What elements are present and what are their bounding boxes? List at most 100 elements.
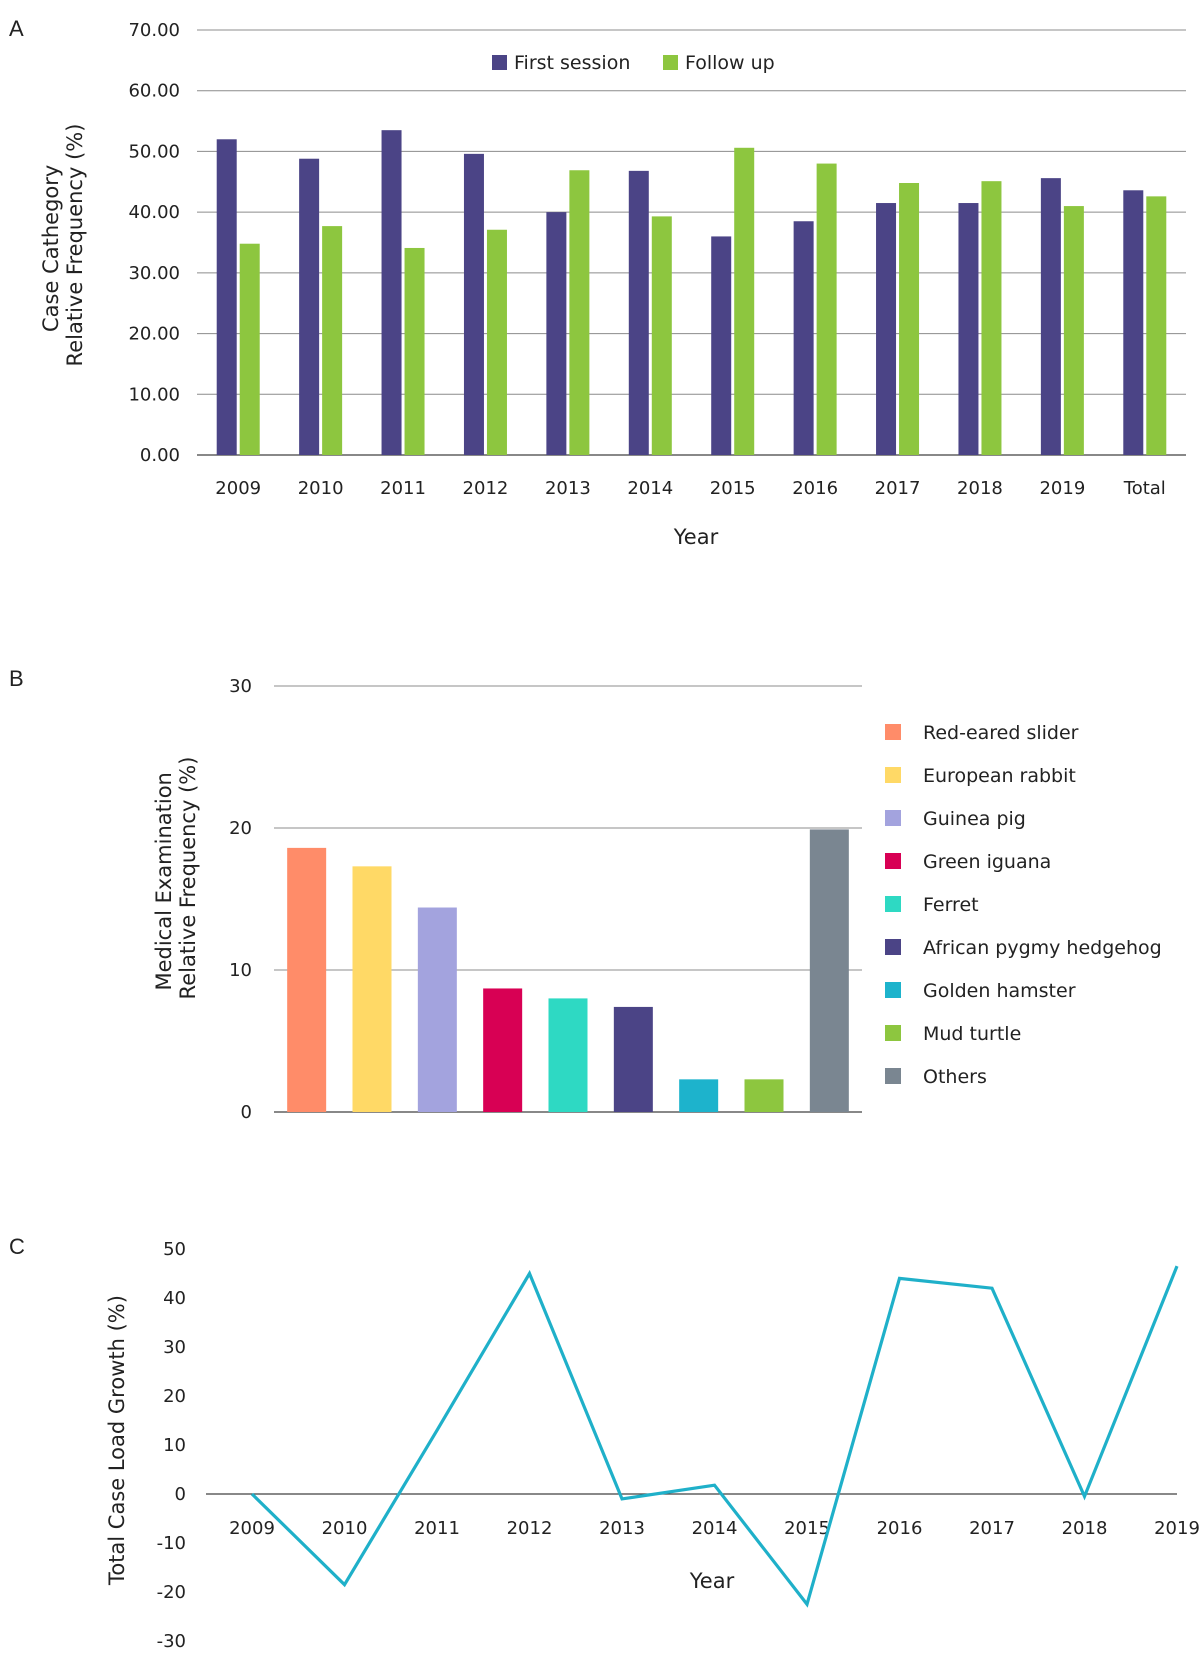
panel-b-bar xyxy=(809,829,849,1112)
panel-a-bar xyxy=(793,221,814,455)
panel-a-bar xyxy=(486,229,507,455)
panel-c-y-tick-label: 20 xyxy=(163,1386,186,1407)
panel-a-bar xyxy=(1040,178,1061,455)
panel-a-bar xyxy=(816,163,837,456)
panel-b-bar xyxy=(613,1006,653,1112)
panel-c-y-tick-label: -30 xyxy=(157,1631,186,1652)
panel-c-y-tick-label: -20 xyxy=(157,1582,186,1603)
panel-a-legend-swatch xyxy=(663,55,678,70)
panel-b-legend-swatch xyxy=(885,1068,901,1084)
panel-c-y-tick-label: 30 xyxy=(163,1337,186,1358)
panel-c-x-tick-label: 2014 xyxy=(692,1518,738,1539)
panel-b-legend-swatch xyxy=(885,853,901,869)
panel-a-y-tick-label: 30.00 xyxy=(128,263,180,284)
panel-b-bar xyxy=(744,1079,784,1112)
panel-a-bar xyxy=(876,203,897,455)
panel-a-x-tick-label: 2016 xyxy=(792,478,838,499)
panel-a-y-tick-label: 70.00 xyxy=(128,20,180,41)
panel-b-legend-label: Green iguana xyxy=(923,851,1051,873)
panel-a-bar xyxy=(322,226,343,455)
panel-a-bar xyxy=(381,130,402,455)
panel-a-x-tick-label: Total xyxy=(1123,478,1166,499)
panel-a-y-axis-title: Case Cathegory Relative Frequency (%) xyxy=(39,124,87,367)
panel-c-x-tick-label: 2018 xyxy=(1062,1518,1108,1539)
panel-a-bar xyxy=(569,170,590,455)
panel-a-bar xyxy=(299,158,320,455)
panel-b-legend-label: Guinea pig xyxy=(923,808,1026,830)
panel-c-y-axis-title: Total Case Load Growth (%) xyxy=(105,1295,129,1586)
panel-a-bar xyxy=(899,183,920,455)
panel-a-bar xyxy=(546,212,567,455)
panel-a: A 0.00 10.00 20.00 30.00 40.00 50.00 60.00 70.0… xyxy=(9,16,1186,549)
panel-c-x-tick-label: 2013 xyxy=(599,1518,645,1539)
panel-a-x-tick-label: 2009 xyxy=(215,478,261,499)
panel-b-bar xyxy=(352,866,392,1112)
panel-b-legend-label: African pygmy hedgehog xyxy=(923,937,1162,959)
panel-a-bar xyxy=(404,247,425,455)
panel-a-bar xyxy=(628,170,649,455)
panel-a-y-tick-label: 0.00 xyxy=(140,445,180,466)
panel-b-legend-swatch xyxy=(885,810,901,826)
panel-c-series-line xyxy=(250,1265,1179,1608)
panel-b-legend-label: European rabbit xyxy=(923,765,1076,787)
panel-b-bar xyxy=(417,907,457,1112)
panel-b-legend-swatch xyxy=(885,982,901,998)
panel-c-x-tick-label: 2009 xyxy=(229,1518,275,1539)
panel-c-x-tick-label: 2015 xyxy=(784,1518,830,1539)
panel-a-legend-label: Follow up xyxy=(685,52,775,74)
panel-b-y-tick-label: 10 xyxy=(229,960,252,981)
panel-a-letter: A xyxy=(9,16,24,41)
panel-a-bar xyxy=(1146,196,1167,455)
panel-b-legend-label: Mud turtle xyxy=(923,1023,1021,1045)
panel-a-x-tick-label: 2017 xyxy=(875,478,921,499)
panel-c-letter: C xyxy=(9,1234,25,1259)
panel-a-bar xyxy=(216,139,237,456)
panel-c-y-tick-label: 10 xyxy=(163,1435,186,1456)
panel-b: B 0 10 20 30 Red-eared slider European rabbi… xyxy=(9,666,1162,1123)
panel-b-legend-swatch xyxy=(885,1025,901,1041)
panel-a-bar xyxy=(711,236,732,455)
panel-b-bar xyxy=(679,1079,719,1112)
panel-a-y-tick-label: 10.00 xyxy=(128,384,180,405)
panel-a-y-tick-label: 50.00 xyxy=(128,141,180,162)
panel-b-legend-swatch xyxy=(885,939,901,955)
panel-a-bar xyxy=(1123,190,1144,456)
panel-b-y-tick-label: 0 xyxy=(241,1102,252,1123)
panel-a-bar xyxy=(239,243,260,455)
panel-a-bar xyxy=(463,153,484,455)
panel-c: C -30 -20 -10 0 10 20 30 40 50 2009 2010 2011 2012 2… xyxy=(9,1234,1200,1652)
panel-b-y-tick-label: 30 xyxy=(229,676,252,697)
panel-a-x-tick-label: 2015 xyxy=(710,478,756,499)
panel-a-y-tick-label: 40.00 xyxy=(128,202,180,223)
panel-c-y-tick-label: 0 xyxy=(175,1484,186,1505)
panel-a-x-axis-title: Year xyxy=(673,525,719,549)
panel-a-legend-label: First session xyxy=(514,52,630,74)
panel-b-bar xyxy=(483,988,523,1112)
panel-c-x-axis-title: Year xyxy=(689,1569,735,1593)
panel-a-x-tick-label: 2014 xyxy=(627,478,673,499)
panel-c-x-tick-label: 2019 xyxy=(1154,1518,1200,1539)
panel-c-x-tick-label: 2016 xyxy=(877,1518,923,1539)
panel-b-letter: B xyxy=(9,666,24,691)
panel-a-y-tick-label: 20.00 xyxy=(128,324,180,345)
panel-c-y-tick-label: -10 xyxy=(157,1533,186,1554)
panel-a-x-tick-label: 2018 xyxy=(957,478,1003,499)
panel-b-legend-label: Golden hamster xyxy=(923,980,1076,1002)
panel-a-x-tick-label: 2011 xyxy=(380,478,426,499)
panel-b-legend-label: Others xyxy=(923,1066,987,1088)
panel-b-legend-swatch xyxy=(885,724,901,740)
panel-a-x-tick-label: 2013 xyxy=(545,478,591,499)
panel-b-legend-label: Red-eared slider xyxy=(923,722,1079,744)
panel-a-x-tick-label: 2012 xyxy=(463,478,509,499)
panel-b-legend-swatch xyxy=(885,896,901,912)
panel-a-x-tick-label: 2010 xyxy=(298,478,344,499)
panel-c-x-tick-label: 2011 xyxy=(414,1518,460,1539)
panel-a-bar xyxy=(651,216,672,455)
panel-b-legend-swatch xyxy=(885,767,901,783)
panel-b-legend-label: Ferret xyxy=(923,894,979,916)
panel-a-bar xyxy=(958,203,979,455)
panel-b-bar xyxy=(548,998,588,1112)
panel-a-y-tick-label: 60.00 xyxy=(128,81,180,102)
panel-a-bar xyxy=(734,147,755,456)
